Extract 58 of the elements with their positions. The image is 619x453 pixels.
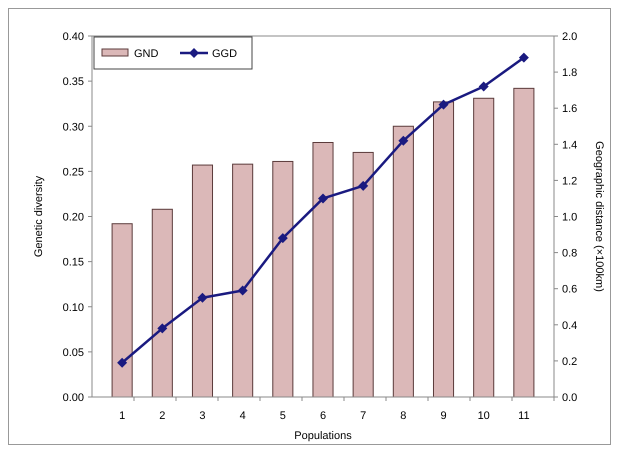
y-tick-label: 0.05 xyxy=(62,346,84,359)
y2-tick-label: 1.4 xyxy=(562,139,578,152)
y2-tick-label: 2.0 xyxy=(562,31,578,43)
x-tick-label: 1 xyxy=(119,410,126,422)
y2-axis-title: Geographic distance (×100km) xyxy=(593,141,605,292)
y-axis-title: Genetic diversity xyxy=(33,175,45,258)
point xyxy=(438,100,449,110)
y2-tick-label: 0.4 xyxy=(562,320,578,332)
y2-tick-label: 1.6 xyxy=(562,103,578,116)
x-tick-label: 11 xyxy=(518,410,530,422)
y2-tick-label: 1.8 xyxy=(562,67,578,80)
x-tick-label: 5 xyxy=(280,410,286,422)
bar xyxy=(232,164,254,398)
point xyxy=(478,82,489,92)
point xyxy=(398,136,408,146)
x-tick-label: 10 xyxy=(478,410,490,422)
point xyxy=(197,292,208,303)
y2-tick-label: 0.6 xyxy=(562,284,578,296)
point xyxy=(117,358,128,368)
y-tick-label: 0.10 xyxy=(62,302,84,314)
x-tick-label: 6 xyxy=(320,410,326,422)
point xyxy=(238,286,248,296)
y-tick-label: 0.20 xyxy=(62,212,84,224)
bar xyxy=(192,164,214,398)
bar xyxy=(152,208,173,398)
y-tick-label: 0.30 xyxy=(62,121,84,134)
y2-tick-label: 0.8 xyxy=(562,248,578,260)
bar xyxy=(473,98,494,398)
bar xyxy=(112,223,133,398)
x-tick-label: 2 xyxy=(159,410,166,422)
bar xyxy=(312,142,334,398)
x-axis-title: Populations xyxy=(294,430,352,442)
legend-label: GGD xyxy=(212,48,238,60)
x-tick-label: 9 xyxy=(440,410,447,422)
x-tick-label: 4 xyxy=(240,410,246,422)
x-tick-label: 3 xyxy=(199,410,206,422)
bar xyxy=(392,126,414,398)
y-tick-label: 0.25 xyxy=(62,166,84,178)
point xyxy=(278,233,288,244)
y2-tick-label: 1.0 xyxy=(562,212,578,224)
point xyxy=(318,193,328,204)
point xyxy=(518,52,529,63)
bar xyxy=(513,88,534,398)
bar xyxy=(272,160,294,398)
legend-label: GND xyxy=(134,48,158,60)
bar xyxy=(432,101,454,398)
bar xyxy=(352,152,374,398)
y2-tick-label: 0.0 xyxy=(562,392,578,404)
y2-tick-label: 0.2 xyxy=(562,356,578,368)
x-tick-label: 7 xyxy=(360,410,366,422)
point xyxy=(358,180,368,191)
x-tick-label: 8 xyxy=(400,410,406,422)
y-tick-label: 0.00 xyxy=(62,392,84,404)
y-tick-label: 0.35 xyxy=(62,76,84,88)
y2-tick-label: 1.2 xyxy=(562,175,578,188)
point xyxy=(157,323,168,334)
y-tick-label: 0.15 xyxy=(62,256,84,269)
y-tick-label: 0.40 xyxy=(62,31,84,43)
